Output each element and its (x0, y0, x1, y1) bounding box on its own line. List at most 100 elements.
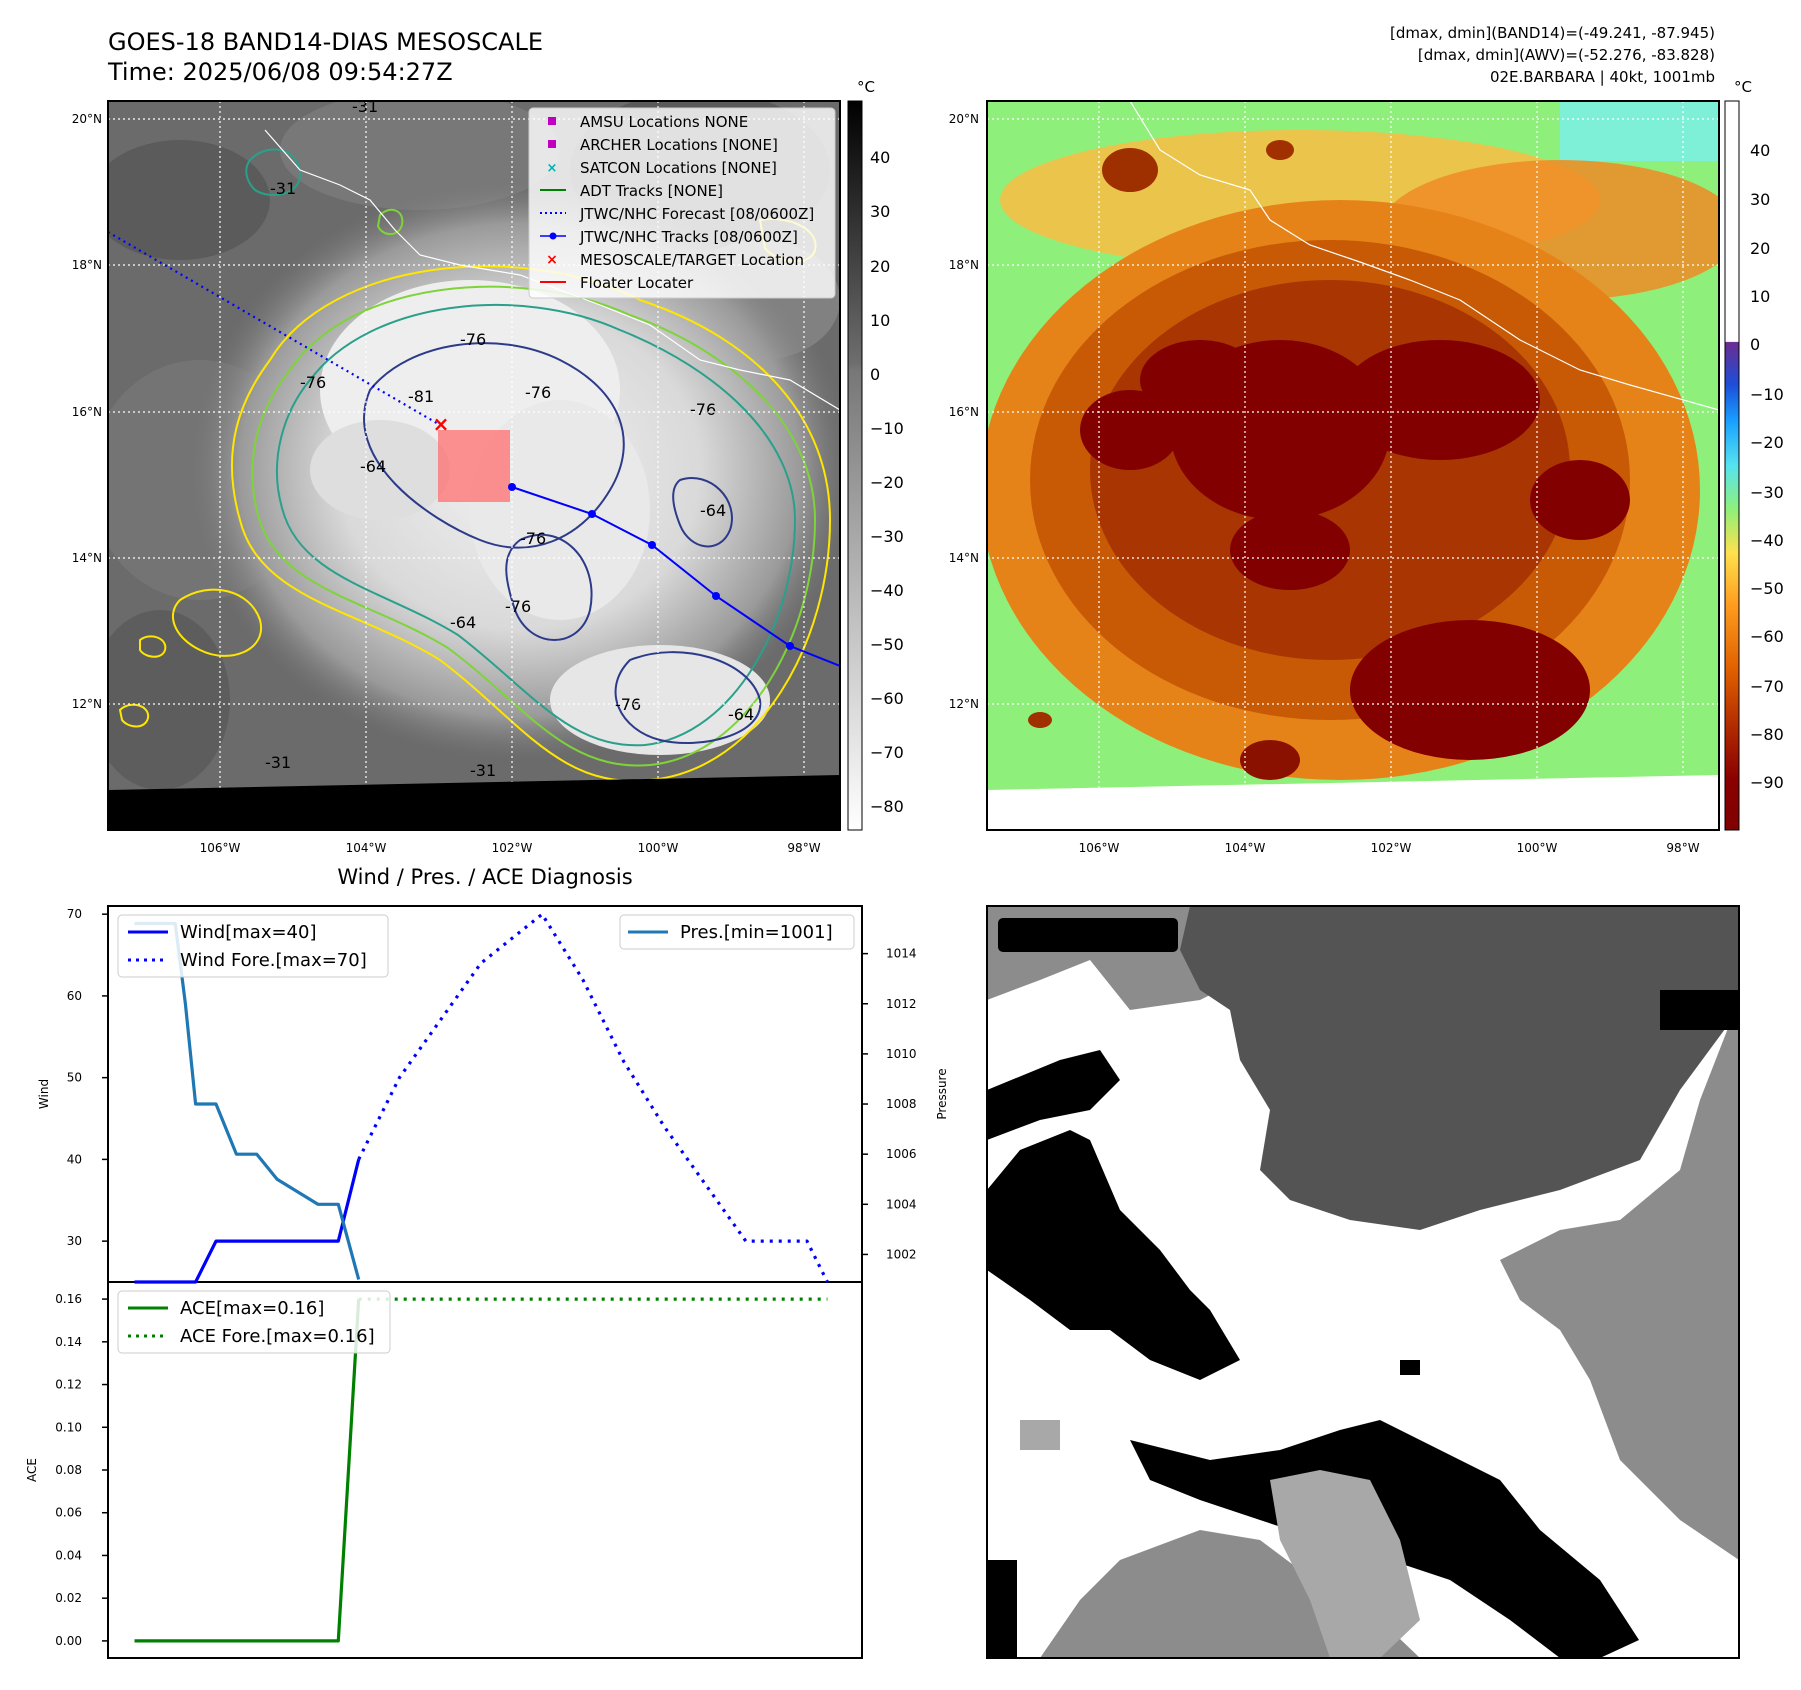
wind-axis-label: Wind (37, 1079, 51, 1109)
svg-text:-76: -76 (525, 383, 551, 402)
svg-text:12°N: 12°N (72, 697, 102, 711)
legend-markers: × × (540, 117, 566, 283)
svg-text:104°W: 104°W (1225, 841, 1266, 855)
svg-text:−50: −50 (1750, 579, 1784, 598)
pressure-tick-label: 1010 (886, 1047, 917, 1061)
svg-text:−20: −20 (1750, 433, 1784, 452)
header: GOES-18 BAND14-DIAS MESOSCALE Time: 2025… (107, 24, 1715, 86)
pressure-axis-label: Pressure (935, 1068, 949, 1119)
svg-text:102°W: 102°W (1371, 841, 1412, 855)
svg-text:-76: -76 (520, 529, 546, 548)
wind-tick-label: 70 (67, 907, 82, 921)
ace-tick-label: 0.12 (55, 1378, 82, 1392)
pressure-tick-label: 1006 (886, 1147, 917, 1161)
svg-text:−70: −70 (1750, 677, 1784, 696)
svg-text:−10: −10 (1750, 385, 1784, 404)
storm-info: 02E.BARBARA | 40kt, 1001mb (1490, 68, 1715, 86)
svg-text:-64: -64 (700, 501, 726, 520)
svg-text:-76: -76 (300, 373, 326, 392)
svg-text:14°N: 14°N (949, 551, 979, 565)
svg-text:20: 20 (870, 257, 890, 276)
awv-panel: 20°N 18°N 16°N 14°N 12°N 106°W 104°W 102… (949, 78, 1784, 855)
timestamp-title: Time: 2025/06/08 09:54:27Z (107, 58, 453, 86)
svg-text:98°W: 98°W (1666, 841, 1699, 855)
legend-label-target: MESOSCALE/TARGET Location (580, 251, 804, 269)
wind-y-ticks: 30 40 50 60 70 (67, 907, 108, 1248)
wind-tick-label: 50 (67, 1071, 82, 1085)
best-track-points (508, 483, 794, 650)
wmg-panel: WMG Count: 0 (986, 905, 1740, 1659)
svg-text:×: × (547, 161, 558, 176)
awv-colorbar: °C 40 30 20 10 0 −10 −20 −30 −40 −50 −60… (1724, 78, 1784, 831)
svg-text:-81: -81 (408, 387, 434, 406)
wmg-gray-region-right (1500, 1000, 1739, 1560)
svg-text:10: 10 (1750, 287, 1770, 306)
wmg-black-band-upper (987, 1130, 1240, 1380)
svg-text:20°N: 20°N (949, 112, 979, 126)
ir-colorbar: °C 40 30 20 10 0 −10 −20 −30 −40 −50 −60… (847, 78, 904, 831)
wind-forecast-legend-label: Wind Fore.[max=70] (180, 950, 367, 971)
svg-text:102°W: 102°W (492, 841, 533, 855)
wind-tick-label: 40 (67, 1152, 82, 1166)
ace-tick-label: 0.14 (55, 1335, 82, 1349)
svg-text:16°N: 16°N (72, 405, 102, 419)
svg-text:106°W: 106°W (200, 841, 241, 855)
pressure-tick-label: 1002 (886, 1247, 917, 1261)
diagnosis-chart: Wind / Pres. / ACE Diagnosis Wind Pressu… (25, 865, 949, 1659)
svg-text:40: 40 (870, 148, 890, 167)
ace-axis-label: ACE (25, 1458, 39, 1482)
legend-label-satcon: SATCON Locations [NONE] (580, 159, 777, 177)
legend-label-adt: ADT Tracks [NONE] (580, 182, 723, 200)
svg-text:12°N: 12°N (949, 697, 979, 711)
wind-tick-label: 30 (67, 1234, 82, 1248)
awv-storm-core (1080, 340, 1630, 760)
svg-text:−40: −40 (1750, 531, 1784, 550)
svg-text:100°W: 100°W (638, 841, 679, 855)
svg-text:×: × (546, 252, 558, 268)
pressure-tick-label: 1012 (886, 997, 917, 1011)
stats-band14: [dmax, dmin](BAND14)=(-49.241, -87.945) (1390, 24, 1715, 42)
diagnosis-chart-title: Wind / Pres. / ACE Diagnosis (337, 865, 632, 889)
wind-legend-label: Wind[max=40] (180, 922, 317, 943)
legend-label-archer: ARCHER Locations [NONE] (580, 136, 778, 154)
svg-text:−10: −10 (870, 419, 904, 438)
svg-text:−30: −30 (1750, 483, 1784, 502)
svg-text:-64: -64 (360, 457, 386, 476)
ir-frame (107, 100, 841, 831)
svg-text:20: 20 (1750, 239, 1770, 258)
svg-text:20°N: 20°N (72, 112, 102, 126)
mesoscale-target-box (438, 430, 510, 502)
ir-lat-ticks: 20°N 18°N 16°N 14°N 12°N (72, 112, 102, 711)
ace-tick-label: 0.16 (55, 1292, 82, 1306)
svg-text:100°W: 100°W (1517, 841, 1558, 855)
svg-text:−30: −30 (870, 527, 904, 546)
wind-legend: Wind[max=40] Wind Fore.[max=70] (117, 914, 389, 978)
svg-text:-76: -76 (460, 330, 486, 349)
awv-gridlines (987, 101, 1719, 830)
ace-tick-label: 0.10 (55, 1420, 82, 1434)
legend-label-floater: Floater Locater (580, 274, 694, 292)
ace-legend-label: ACE[max=0.16] (180, 1298, 324, 1319)
awv-lat-ticks: 20°N 18°N 16°N 14°N 12°N (949, 112, 979, 711)
svg-text:-31: -31 (265, 753, 291, 772)
svg-text:−80: −80 (870, 797, 904, 816)
main-title: GOES-18 BAND14-DIAS MESOSCALE (108, 28, 543, 56)
pressure-tick-label: 1004 (886, 1197, 917, 1211)
svg-text:106°W: 106°W (1079, 841, 1120, 855)
legend-label-forecast: JTWC/NHC Forecast [08/0600Z] (579, 205, 814, 223)
ace-forecast-legend-label: ACE Fore.[max=0.16] (180, 1326, 375, 1347)
svg-text:0: 0 (1750, 335, 1760, 354)
pressure-y-ticks: 1002 1004 1006 1008 1010 1012 1014 (862, 947, 917, 1261)
wmg-frame (986, 905, 1740, 1659)
ir-satellite-panel: -31 -31 -31 -31 -76 -76 -76 -76 -64 -64 … (72, 78, 904, 855)
awv-frame (986, 100, 1720, 831)
ace-series (134, 1297, 828, 1643)
ace-tick-label: 0.00 (55, 1634, 82, 1648)
svg-text:98°W: 98°W (787, 841, 820, 855)
svg-text:-31: -31 (352, 97, 378, 116)
ace-tick-label: 0.04 (55, 1548, 82, 1562)
svg-text:0: 0 (870, 365, 880, 384)
awv-nodata-strip (987, 775, 1719, 830)
ir-coastline (264, 129, 840, 411)
ace-y-ticks: 0.00 0.02 0.04 0.06 0.08 0.10 0.12 0.14 0.16 (55, 1292, 108, 1648)
